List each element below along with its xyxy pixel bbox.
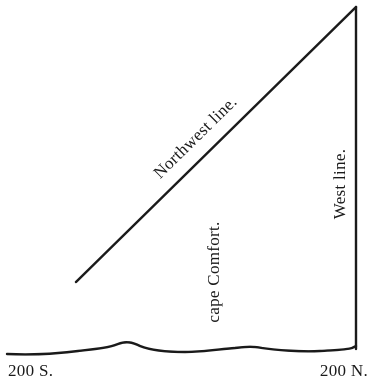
south-point-label: 200 S.: [8, 361, 53, 380]
northwest-line-label: Northwest line.: [150, 92, 241, 182]
north-point-label: 200 N.: [320, 361, 368, 380]
northwest-line: [74, 5, 358, 284]
coastline-baseline: [5, 341, 358, 356]
cape-comfort-label: cape Comfort.: [204, 221, 223, 322]
west-line-label: West line.: [330, 149, 349, 220]
